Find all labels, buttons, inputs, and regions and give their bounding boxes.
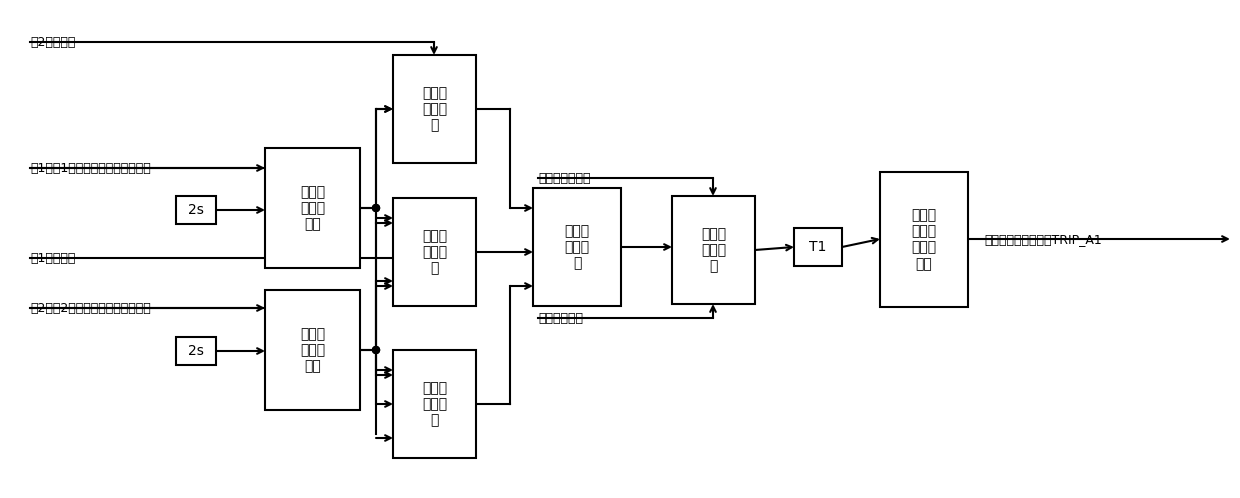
Text: 2s: 2s xyxy=(188,203,203,217)
Text: 第一上
升沿延
时计算
模块: 第一上 升沿延 时计算 模块 xyxy=(911,208,936,271)
Bar xyxy=(880,172,968,307)
Bar xyxy=(794,228,842,266)
Text: 第四与
计算模
块: 第四与 计算模 块 xyxy=(701,227,727,273)
Circle shape xyxy=(372,347,379,354)
Circle shape xyxy=(372,347,379,354)
Circle shape xyxy=(372,205,379,212)
Text: 极2或极2最后一个阀组保护性闭锁: 极2或极2最后一个阀组保护性闭锁 xyxy=(30,301,151,315)
Text: 孤岛模式信号: 孤岛模式信号 xyxy=(538,312,583,325)
Bar xyxy=(393,350,476,458)
Bar xyxy=(176,337,216,365)
Bar xyxy=(393,198,476,306)
Text: 切除交流滤波器命令TRIP_A1: 切除交流滤波器命令TRIP_A1 xyxy=(985,234,1102,247)
Text: 第三与
计算模
块: 第三与 计算模 块 xyxy=(422,381,448,427)
Bar xyxy=(393,55,476,163)
Text: 第二或
计算模
块: 第二或 计算模 块 xyxy=(564,224,589,270)
Text: 极1或极1最后一个阀组保护性闭锁: 极1或极1最后一个阀组保护性闭锁 xyxy=(30,161,151,174)
Bar xyxy=(176,196,216,224)
Text: 2s: 2s xyxy=(188,344,203,358)
Bar xyxy=(533,188,621,306)
Text: 极1闭锁状态: 极1闭锁状态 xyxy=(30,251,76,264)
Bar xyxy=(672,196,755,304)
Text: 第二与
计算模
块: 第二与 计算模 块 xyxy=(422,229,448,275)
Text: 第二脉
冲产生
模块: 第二脉 冲产生 模块 xyxy=(300,327,325,373)
Circle shape xyxy=(372,205,379,212)
Bar xyxy=(265,290,360,410)
Text: T1: T1 xyxy=(810,240,827,254)
Bar xyxy=(265,148,360,268)
Text: 第一脉
冲产生
模块: 第一脉 冲产生 模块 xyxy=(300,185,325,231)
Text: 整流站工作信号: 整流站工作信号 xyxy=(538,171,590,184)
Text: 极2闭锁状态: 极2闭锁状态 xyxy=(30,35,76,48)
Text: 第一与
计算模
块: 第一与 计算模 块 xyxy=(422,86,448,132)
